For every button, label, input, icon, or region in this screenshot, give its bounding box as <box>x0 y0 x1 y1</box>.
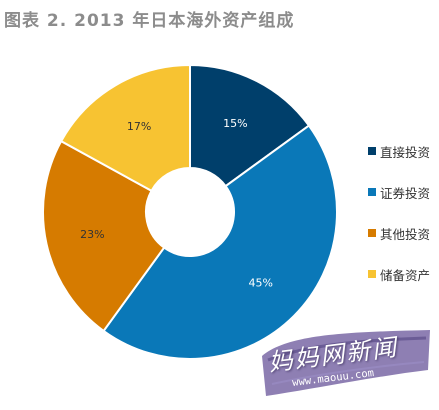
slice-1 <box>189 63 311 188</box>
slice-value-label: 15% <box>223 117 247 130</box>
watermark-brush-stroke <box>262 330 430 396</box>
legend-swatch <box>368 270 376 278</box>
legend-label: 直接投资 <box>380 145 431 160</box>
slice-value-label: 17% <box>127 120 151 133</box>
value-label-group: 15% 45% 23% 17% <box>80 117 273 290</box>
slice-2 <box>102 124 338 360</box>
legend-swatch <box>368 147 376 155</box>
slice-value-label: 45% <box>248 277 272 290</box>
legend-label: 其他投资 <box>380 227 431 242</box>
legend-label: 证券投资 <box>380 186 431 201</box>
slice-group <box>42 63 338 360</box>
slice-value-label: 23% <box>80 228 104 241</box>
chart-title: 图表 2. 2013 年日本海外资产组成 <box>4 11 295 31</box>
legend-label: 储备资产 <box>380 268 431 283</box>
slice-3 <box>42 139 166 333</box>
slice-4 <box>59 63 191 193</box>
legend-swatch <box>368 188 376 196</box>
legend-swatch <box>368 229 376 237</box>
